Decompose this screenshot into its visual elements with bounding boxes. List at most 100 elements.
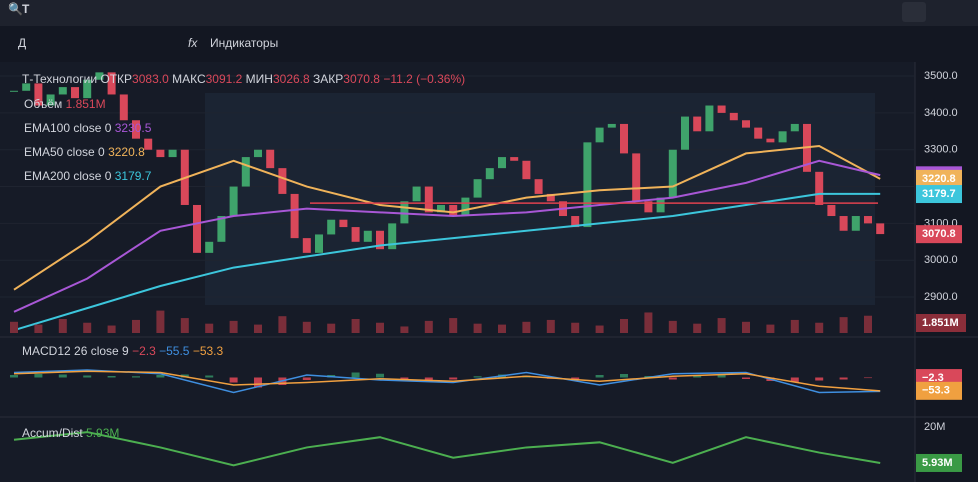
macd-hist-bar: [58, 374, 67, 378]
candle: [620, 123, 628, 154]
candle: [583, 142, 592, 228]
candle: [485, 168, 494, 180]
candle: [132, 120, 140, 139]
candle: [864, 216, 872, 224]
candle: [510, 157, 519, 161]
interval-button[interactable]: Д: [18, 36, 26, 50]
candle: [851, 216, 860, 231]
candle: [400, 201, 409, 224]
candle: [461, 197, 470, 217]
macd-badge-label: −53.3: [922, 385, 950, 397]
symbol: Т-Технологии ОТКР3083.0 МАКС3091.2 МИН30…: [22, 72, 465, 86]
volume-bar: [864, 315, 872, 333]
candle: [388, 223, 397, 250]
volume-bar: [449, 318, 458, 333]
candle: [571, 216, 580, 228]
price-badge: [916, 185, 962, 204]
macd-hist-bar: [742, 377, 750, 379]
volume-bar: [180, 318, 189, 333]
volume-bar: [815, 322, 824, 333]
volume-bar: [132, 319, 140, 333]
y-tick-label: 2900.0: [924, 291, 958, 303]
candle: [278, 168, 287, 194]
candle: [315, 234, 323, 253]
ad-badge-label: 5.93M: [922, 457, 953, 469]
volume-bar: [351, 319, 360, 333]
candle: [241, 157, 250, 187]
macd-hist-bar: [156, 375, 165, 378]
macd-badge: [916, 381, 962, 400]
candle: [83, 79, 92, 99]
ad-tick-label: 20M: [924, 421, 945, 433]
volume-bar: [156, 310, 165, 333]
volume-bar: [839, 317, 848, 333]
macd-hist-bar: [132, 376, 140, 378]
candle: [668, 149, 677, 198]
macd-hist-bar: [34, 374, 43, 378]
macd-hist-bar: [620, 374, 628, 378]
candle: [790, 123, 799, 132]
price-badge-label: 3220.8: [922, 173, 956, 185]
indicators-button[interactable]: Индикаторы: [210, 36, 278, 50]
candle: [144, 138, 153, 150]
macd-hist-bar: [595, 375, 604, 378]
collapse-button[interactable]: [902, 2, 926, 22]
macd-hist-bar: [229, 377, 238, 383]
y-tick-label: 3500.0: [924, 70, 958, 82]
macd-hist-bar: [302, 377, 311, 380]
candle: [46, 94, 55, 106]
price-badge-label: 3179.7: [922, 188, 956, 200]
candle: [815, 171, 824, 205]
ad-legend: Accum/Dist 5.93M: [22, 426, 119, 440]
toolbar: [0, 26, 978, 62]
macd-hist-bar: [839, 377, 848, 380]
candle: [363, 230, 372, 242]
candle: [424, 186, 433, 213]
ema-line: [13, 159, 881, 313]
candle: [34, 83, 43, 106]
top-bar: [0, 0, 978, 26]
volume-bar: [571, 322, 580, 333]
macd-hist-bar: [790, 377, 799, 382]
candle: [742, 120, 750, 128]
candle: [107, 72, 116, 95]
candle: [717, 105, 726, 113]
legend-row: Объём 1.851M: [24, 97, 106, 111]
ad-badge: [916, 453, 962, 472]
candle: [95, 72, 104, 80]
macd-hist-bar: [254, 377, 262, 388]
candle: [473, 179, 482, 198]
volume-bar: [376, 322, 384, 333]
macd-hist-bar: [717, 374, 726, 378]
volume-badge: [916, 314, 966, 332]
macd-hist-bar: [693, 375, 702, 378]
volume-bar: [595, 325, 604, 333]
candle: [339, 219, 348, 228]
volume-bar: [83, 322, 92, 333]
candle: [205, 241, 214, 253]
candle: [302, 238, 311, 253]
search-icon: 🔍: [8, 1, 23, 16]
legend-row: EMA50 close 0 3220.8: [24, 145, 145, 159]
fx-icon: fx: [188, 36, 198, 50]
search-text[interactable]: T: [22, 2, 30, 16]
candle: [376, 230, 384, 250]
macd-hist-bar: [10, 375, 18, 378]
candle: [22, 83, 31, 91]
candle: [534, 179, 543, 194]
y-tick-label: 3400.0: [924, 107, 958, 119]
ema-line: [13, 192, 881, 332]
volume-bar: [742, 321, 750, 333]
macd-hist-bar: [351, 372, 360, 378]
legend-row: EMA100 close 0 3230.5: [24, 121, 152, 135]
volume-badge-label: 1.851M: [922, 317, 959, 329]
candle: [595, 127, 604, 143]
volume-bar: [717, 318, 726, 333]
volume-bar: [327, 323, 336, 333]
candle: [119, 94, 128, 121]
candle: [546, 193, 555, 202]
macd-hist-bar: [473, 376, 482, 378]
candle: [766, 138, 775, 143]
macd-hist-bar: [83, 375, 92, 378]
volume-bar: [229, 320, 238, 333]
